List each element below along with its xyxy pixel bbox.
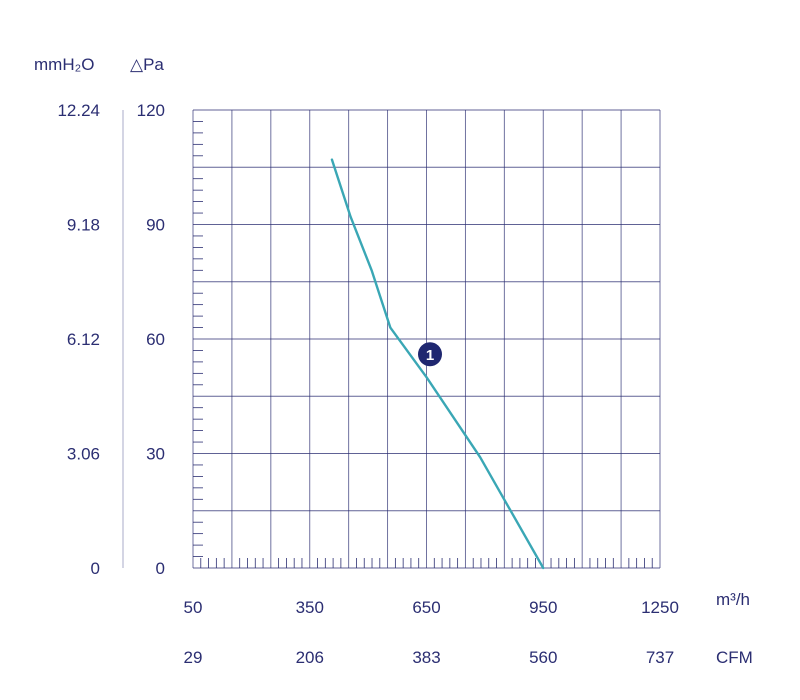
x-tick-label-m3h: 650 [412,598,440,617]
x-axis-unit-m3h: m³/h [716,590,750,609]
y-tick-label-pa: 120 [137,101,165,120]
y-axis-unit-pa: △Pa [130,55,164,74]
y-tick-label-pa: 0 [156,559,165,578]
x-axis-unit-cfm: CFM [716,648,753,667]
y-tick-label-mmh2o: 9.18 [67,216,100,235]
y-tick-label-pa: 90 [146,216,165,235]
series-marker [418,342,443,367]
series-line [330,158,545,570]
x-tick-label-m3h: 1250 [641,598,679,617]
x-tick-label-m3h: 350 [296,598,324,617]
x-tick-label-cfm: 383 [412,648,440,667]
x-tick-label-cfm: 737 [646,648,674,667]
y-tick-label-mmh2o: 12.24 [57,101,100,120]
y-tick-label-mmh2o: 0 [91,559,100,578]
y-axis-unit-mmh2o: mmH₂O [34,55,94,74]
x-tick-label-m3h: 50 [184,598,203,617]
x-tick-label-cfm: 29 [184,648,203,667]
grid [122,109,661,569]
y-tick-label-pa: 60 [146,330,165,349]
x-tick-label-m3h: 950 [529,598,557,617]
y-tick-label-pa: 30 [146,445,165,464]
y-tick-label-mmh2o: 3.06 [67,445,100,464]
series-layer: 1 [330,158,545,570]
minor-ticks [193,121,653,568]
x-tick-label-cfm: 560 [529,648,557,667]
x-tick-label-cfm: 206 [296,648,324,667]
axis-labels: 120 12.24 90 9.18 60 6.12 30 3.06 0 0 mmH₂O △Pa 50 29… [34,55,753,667]
series-marker-label: 1 [426,347,434,364]
y-tick-label-mmh2o: 6.12 [67,330,100,349]
